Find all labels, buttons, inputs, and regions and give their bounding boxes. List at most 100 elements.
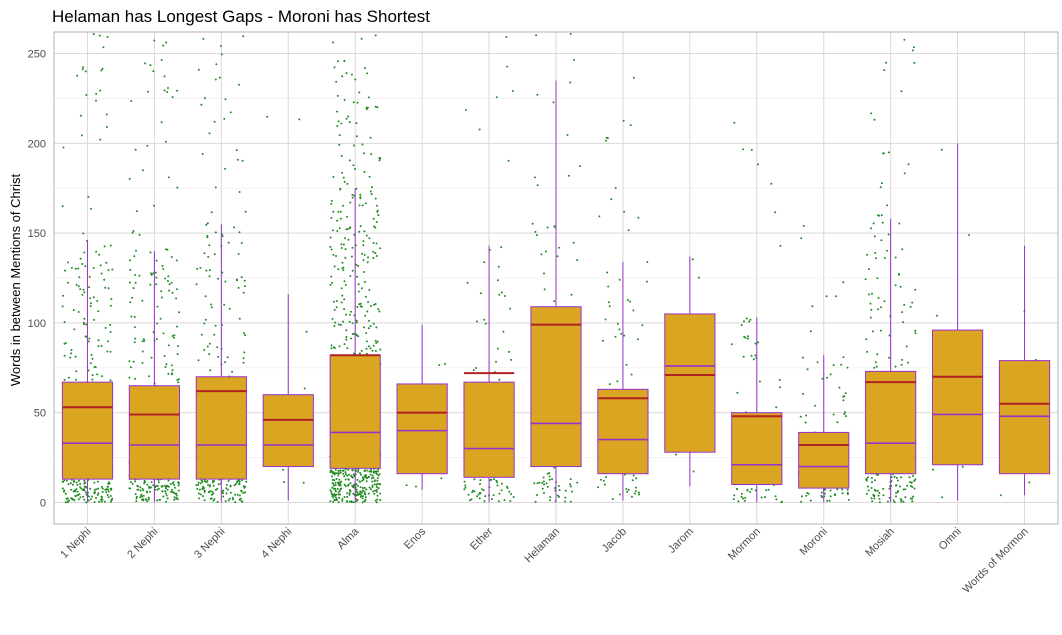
data-point <box>902 321 905 324</box>
data-point <box>332 346 335 349</box>
data-point <box>541 487 544 490</box>
data-point <box>534 500 537 503</box>
data-point <box>229 491 232 494</box>
data-point <box>147 496 150 499</box>
data-point <box>75 283 78 286</box>
data-point <box>233 226 235 229</box>
data-point <box>510 493 512 495</box>
box-iqr <box>61 381 114 480</box>
data-point <box>105 113 108 116</box>
data-point <box>623 210 626 213</box>
data-point <box>607 301 610 304</box>
data-point <box>352 501 355 504</box>
box-iqr <box>195 376 247 480</box>
data-point <box>836 421 839 424</box>
data-point <box>374 499 377 502</box>
data-point <box>331 281 334 284</box>
data-point <box>349 275 352 277</box>
data-point <box>356 275 359 278</box>
y-axis-label: Words in between Mentions of Christ <box>8 174 23 387</box>
data-point <box>335 255 337 257</box>
data-point <box>177 489 180 492</box>
data-point <box>635 486 637 489</box>
data-point <box>337 323 340 326</box>
data-point <box>754 354 757 357</box>
data-point <box>828 499 831 502</box>
data-point <box>376 494 379 497</box>
data-point <box>899 498 902 500</box>
data-point <box>76 490 79 493</box>
data-point <box>165 494 168 497</box>
data-point <box>358 492 361 495</box>
data-point <box>740 492 743 495</box>
data-point <box>137 488 140 491</box>
data-point <box>166 91 169 93</box>
data-point <box>373 303 375 306</box>
data-point <box>887 233 890 236</box>
data-point <box>564 496 567 499</box>
data-point <box>888 356 891 359</box>
data-point <box>361 476 364 479</box>
data-point <box>359 472 362 474</box>
data-point <box>375 485 378 488</box>
data-point <box>899 485 901 488</box>
data-point <box>173 486 176 489</box>
data-point <box>366 310 369 313</box>
data-point <box>999 494 1002 497</box>
data-point <box>373 479 376 482</box>
data-point <box>88 337 91 340</box>
data-point <box>206 480 209 482</box>
data-point <box>103 278 106 281</box>
data-point <box>363 170 366 173</box>
data-point <box>344 478 347 481</box>
data-point <box>352 485 355 488</box>
data-point <box>500 482 503 485</box>
data-point <box>329 283 332 286</box>
data-point <box>89 207 92 210</box>
data-point <box>912 474 914 477</box>
data-point <box>374 489 377 492</box>
data-point <box>912 495 915 498</box>
data-point <box>87 499 90 502</box>
data-point <box>82 489 84 492</box>
data-point <box>85 94 88 96</box>
data-point <box>359 490 362 493</box>
data-point <box>733 121 736 124</box>
data-point <box>476 495 479 498</box>
data-point <box>330 347 333 350</box>
data-point <box>910 481 913 484</box>
data-point <box>196 488 199 490</box>
data-point <box>875 365 878 368</box>
data-point <box>836 488 839 491</box>
data-point <box>844 411 846 414</box>
data-point <box>873 118 876 121</box>
data-point <box>342 472 345 475</box>
data-point <box>128 177 131 180</box>
data-point <box>341 498 344 500</box>
data-point <box>829 495 832 498</box>
data-point <box>369 473 372 476</box>
data-point <box>236 278 238 281</box>
data-point <box>95 496 97 499</box>
data-point <box>736 487 738 490</box>
data-point <box>222 489 225 492</box>
data-point <box>466 281 469 284</box>
data-point <box>356 484 359 487</box>
data-point <box>88 275 91 278</box>
data-point <box>155 259 158 262</box>
data-point <box>378 310 381 313</box>
data-point <box>894 256 897 259</box>
data-point <box>620 332 623 335</box>
data-point <box>845 415 847 418</box>
data-point <box>371 480 374 483</box>
data-point <box>208 353 211 356</box>
data-point <box>880 182 883 185</box>
data-point <box>807 492 810 495</box>
data-point <box>241 159 244 162</box>
data-point <box>743 335 746 338</box>
data-point <box>361 479 364 482</box>
data-point <box>374 226 377 229</box>
data-point <box>347 478 350 481</box>
data-point <box>338 143 341 146</box>
data-point <box>332 210 335 213</box>
